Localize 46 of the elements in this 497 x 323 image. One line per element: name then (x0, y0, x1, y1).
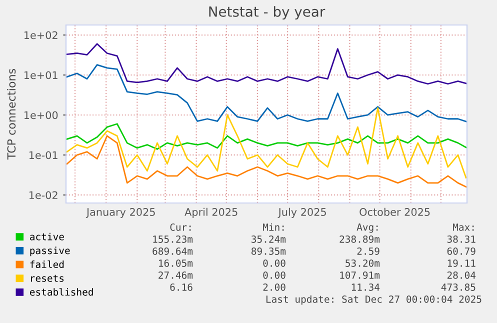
y-tick-label: 1e+01 (24, 71, 58, 80)
y-tick-label: 1e-02 (29, 191, 58, 200)
line-series (66, 107, 467, 178)
y-tick-label: 1e+00 (24, 111, 58, 120)
text: 473.85 (441, 283, 476, 291)
text: Cur: (170, 223, 191, 231)
text: 107.91m (340, 271, 380, 279)
text: 28.04 (447, 271, 476, 279)
line-series (66, 135, 467, 188)
text: 53.20m (346, 259, 380, 267)
legend-label: failed (30, 260, 64, 268)
text: 2.59 (357, 247, 380, 255)
text: 155.23m (153, 235, 193, 243)
legend-label: established (30, 288, 93, 296)
text: Min: (262, 223, 284, 231)
legend-label: resets (31, 274, 64, 282)
x-tick-label: October 2025 (360, 208, 430, 216)
x-tick-label: January 2025 (86, 208, 155, 218)
text: 35.24m (252, 235, 286, 243)
text: 0.00 (263, 271, 286, 279)
chart-title: Netstat - by year (209, 6, 326, 20)
line-series (66, 123, 467, 150)
x-tick-label: July 2025 (278, 208, 326, 218)
text: 689.64m (152, 247, 193, 255)
y-axis-title: TCP connections (7, 68, 16, 160)
y-tick-label: 1e-01 (29, 151, 58, 160)
text: 0.00 (263, 259, 286, 267)
x-tick-label: April 2025 (184, 208, 238, 218)
legend-label: active (30, 232, 64, 240)
text: 2.00 (263, 283, 286, 291)
text: 6.16 (170, 283, 192, 291)
line-series (66, 43, 467, 85)
text: 27.46m (158, 271, 193, 279)
text: Max: (452, 224, 474, 231)
text: 19.11 (448, 259, 476, 267)
line-series (66, 64, 467, 122)
text: 89.35m (252, 247, 286, 255)
text: Last update: Sat Dec 27 00:00:04 2025 (266, 295, 482, 305)
text: 60.79 (447, 247, 476, 255)
legend-label: passive (30, 246, 70, 256)
y-tick-label: 1e+02 (24, 31, 58, 40)
text: 38.31 (447, 235, 476, 243)
text: 11.34 (352, 283, 380, 291)
text: 238.89m (340, 235, 380, 243)
text: Avg: (356, 224, 378, 233)
text: 16.05m (159, 259, 193, 267)
